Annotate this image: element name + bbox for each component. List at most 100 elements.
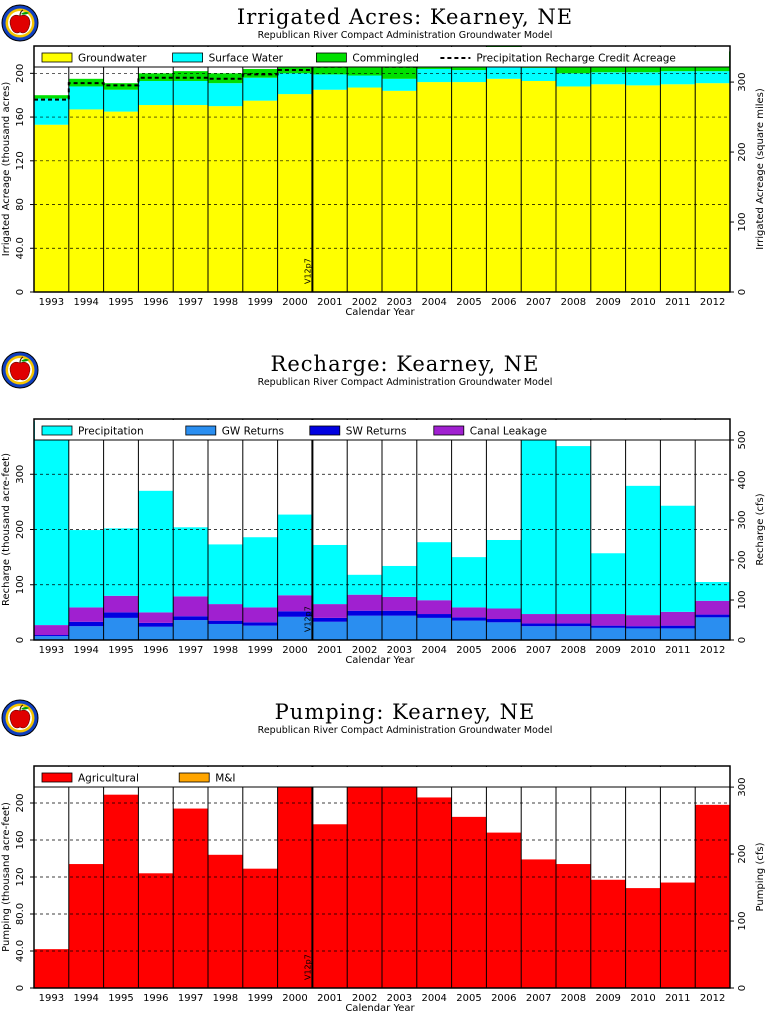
bar-agricultural-2000	[277, 772, 313, 988]
bar-gw-returns-2007	[521, 626, 556, 640]
x-tick-label: 2006	[491, 297, 516, 308]
bar-sw-returns-2004	[416, 614, 452, 618]
y-tick-label: 0	[15, 289, 26, 295]
bar-agricultural-2002	[347, 769, 382, 988]
x-tick-label: 2007	[526, 297, 551, 308]
apple-logo-icon	[1, 351, 39, 389]
x-tick-label: 2012	[700, 645, 725, 656]
bar-canal-leakage-1993	[34, 625, 69, 636]
bar-sw-returns-2007	[521, 623, 556, 627]
legend-swatch	[178, 772, 210, 783]
right-y-tick-label: 100	[737, 590, 748, 609]
bar-surface-water-2003	[382, 78, 417, 91]
x-tick-label: 1998	[213, 993, 238, 1004]
bar-agricultural-1998	[208, 854, 243, 988]
x-tick-label: 1999	[247, 297, 272, 308]
right-y-axis-label: Irrigated Acreage (square miles)	[755, 88, 766, 250]
bar-canal-leakage-1994	[68, 607, 104, 622]
y-tick-label: 200	[15, 520, 26, 539]
y-tick-label: 0	[15, 985, 26, 991]
bar-agricultural-2003	[382, 775, 417, 988]
bar-sw-returns-1994	[68, 621, 104, 627]
bar-canal-leakage-2012	[695, 600, 730, 615]
bar-canal-leakage-1997	[173, 596, 208, 617]
bar-gw-returns-2003	[382, 615, 417, 640]
bar-gw-returns-1997	[173, 620, 208, 640]
x-tick-label: 2005	[456, 645, 481, 656]
apple-logo-icon	[1, 4, 39, 42]
bar-agricultural-2006	[486, 832, 522, 988]
bar-gw-returns-1998	[208, 623, 243, 640]
legend: Groundwater Surface Water Commingled Precip…	[34, 47, 730, 68]
bar-agricultural-2010	[625, 888, 661, 988]
bar-sw-returns-2002	[347, 610, 382, 616]
y-tick-label: 200	[15, 64, 26, 83]
bar-precipitation-1997	[173, 527, 208, 597]
legend-label: Surface Water	[209, 53, 284, 65]
x-tick-label: 2003	[387, 297, 412, 308]
legend-label: Groundwater	[78, 53, 147, 65]
bar-sw-returns-1999	[242, 622, 278, 626]
x-tick-label: 1996	[143, 993, 168, 1004]
bar-surface-water-2010	[625, 72, 661, 86]
x-tick-label: 1999	[247, 645, 272, 656]
x-tick-label: 1997	[178, 297, 203, 308]
bar-groundwater-1996	[138, 105, 174, 292]
bar-groundwater-2009	[590, 84, 626, 293]
legend-swatch	[41, 772, 73, 783]
bar-commingled-1993	[34, 95, 69, 99]
bar-surface-water-1995	[103, 89, 139, 112]
bar-canal-leakage-1995	[103, 595, 139, 613]
x-axis-label: Calendar Year	[345, 307, 415, 318]
bar-precipitation-1999	[242, 537, 278, 608]
x-tick-label: 2010	[630, 645, 655, 656]
bar-surface-water-2007	[521, 67, 556, 81]
bar-groundwater-2012	[695, 83, 730, 292]
legend-label: Canal Leakage	[470, 426, 547, 438]
bar-groundwater-2006	[486, 78, 522, 292]
x-tick-label: 2004	[421, 297, 446, 308]
legend-label: Commingled	[352, 53, 419, 65]
bar-gw-returns-1994	[68, 626, 104, 640]
x-tick-label: 2005	[456, 297, 481, 308]
bar-agricultural-2001	[312, 824, 348, 988]
bar-surface-water-2011	[660, 71, 696, 85]
chart-subtitle: Republican River Compact Administration …	[258, 377, 553, 388]
bar-gw-returns-2006	[486, 622, 522, 640]
bar-canal-leakage-2007	[521, 614, 556, 624]
x-tick-label: 2004	[421, 993, 446, 1004]
legend-swatch	[315, 52, 347, 63]
plot-frame	[33, 45, 731, 293]
legend-swatch	[41, 425, 73, 436]
bar-surface-water-1999	[242, 77, 278, 101]
x-tick-label: 2011	[665, 645, 690, 656]
bar-agricultural-1997	[173, 808, 208, 988]
x-tick-label: 1995	[108, 993, 133, 1004]
bar-sw-returns-2000	[277, 611, 313, 617]
right-y-tick-label: 400	[737, 470, 748, 489]
chart-title: Pumping: Kearney, NE	[275, 700, 536, 724]
bar-canal-leakage-2009	[590, 614, 626, 626]
bar-surface-water-2004	[416, 68, 452, 83]
bar-agricultural-2008	[556, 864, 591, 988]
bar-canal-leakage-2008	[556, 614, 591, 624]
right-y-tick-label: 100	[737, 911, 748, 930]
legend: Agricultural M&I	[34, 767, 730, 788]
model-version-label: V12p7	[303, 258, 312, 284]
bar-gw-returns-2008	[556, 626, 591, 640]
bar-precipitation-2011	[660, 505, 696, 612]
y-tick-label: 120	[15, 151, 26, 170]
bar-surface-water-1997	[173, 80, 208, 106]
x-tick-label: 2011	[665, 993, 690, 1004]
bar-canal-leakage-2000	[277, 595, 313, 612]
y-axis-label: Pumping (thousand acre-feet)	[1, 802, 12, 952]
bar-groundwater-1999	[242, 100, 278, 293]
bar-gw-returns-2004	[416, 617, 452, 640]
bar-commingled-1994	[68, 78, 104, 87]
x-tick-label: 2000	[282, 645, 307, 656]
bar-commingled-1997	[173, 71, 208, 81]
x-tick-label: 2001	[317, 645, 342, 656]
bar-sw-returns-1996	[138, 622, 174, 627]
right-y-tick-label: 200	[737, 845, 748, 864]
